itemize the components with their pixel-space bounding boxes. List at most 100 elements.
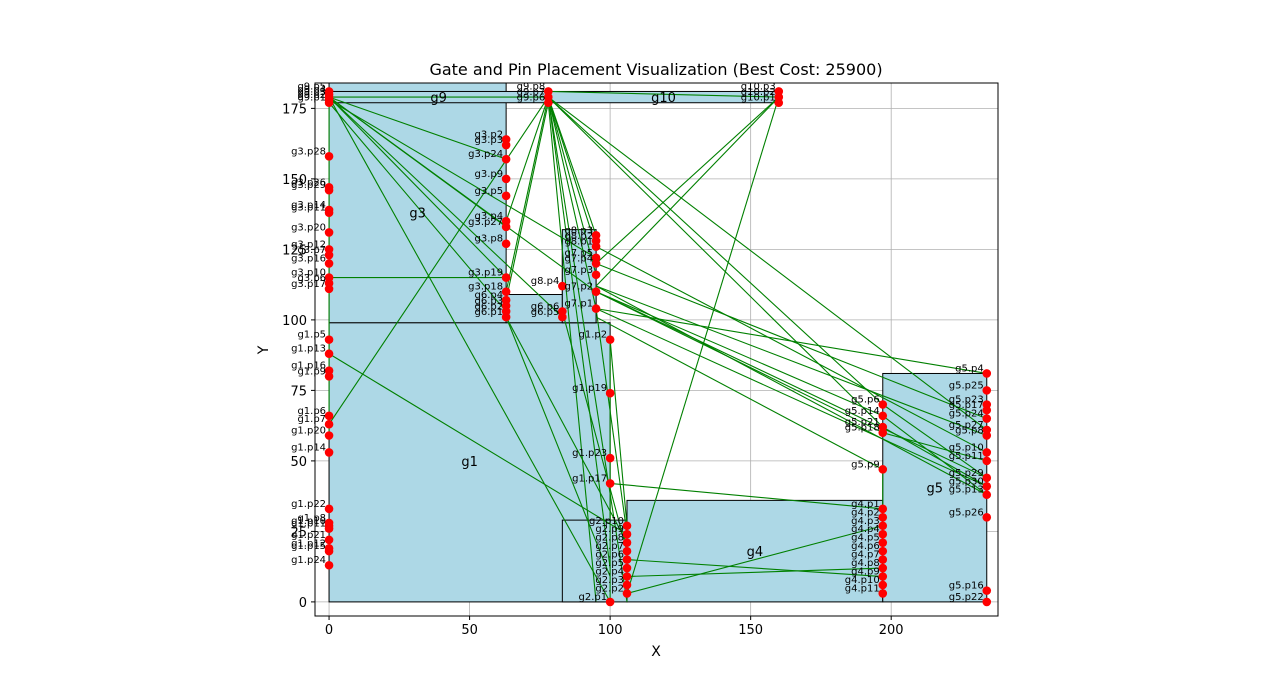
wire <box>626 567 883 578</box>
pin-label: g10.p2 <box>741 87 776 98</box>
pin-g1-p15 <box>324 546 334 556</box>
pin-label: g9.p4 <box>297 84 326 95</box>
wire <box>548 90 779 98</box>
gate-label: g5 <box>926 482 943 497</box>
gate-label: g1 <box>461 455 478 470</box>
pin-label: g2.p9 <box>595 524 624 535</box>
pin-g5-p29 <box>982 473 992 483</box>
pin-g1-p20 <box>324 431 334 440</box>
wire <box>328 96 507 160</box>
pin-label: g1.p17 <box>572 473 607 484</box>
pins-layer <box>324 87 992 607</box>
pin-label: g3.p12 <box>291 239 326 250</box>
pin-label: g2.p8 <box>595 533 624 544</box>
gate-g3 <box>328 82 507 324</box>
pin-label: g1.p13 <box>291 344 326 355</box>
pin-g5-p6 <box>878 400 888 409</box>
pin-g4-p4 <box>878 529 888 539</box>
pin-label: g4.p3 <box>851 516 880 527</box>
pin-g4-p11 <box>878 589 888 598</box>
pin-label: g5.p29 <box>949 468 984 479</box>
pin-label: g5.p8 <box>955 426 984 437</box>
wire <box>595 96 780 287</box>
pin-label: g9.p1 <box>297 93 326 104</box>
pin-g4-p9 <box>878 572 888 581</box>
wire <box>547 96 884 428</box>
y-axis-label: Y <box>256 345 272 355</box>
pin-label: g3.p29 <box>291 180 326 191</box>
pin-g3-p5 <box>501 191 511 201</box>
pin-label: g3.p9 <box>475 169 504 180</box>
pin-label: g9.p6 <box>517 93 546 104</box>
pin-g7-p5 <box>591 253 601 263</box>
pin-label: g5.p23 <box>949 394 984 405</box>
pin-g1-p17 <box>605 479 615 488</box>
pin-g2-p8 <box>622 538 632 547</box>
wire <box>595 316 884 470</box>
labels-layer: g1.p2g1.p5g1.p6g1.p7g1.p8g1.p9g1.p10g1.p… <box>291 81 984 602</box>
pin-g3-p9 <box>501 174 511 184</box>
pin-label: g3.p20 <box>291 222 326 233</box>
wire <box>547 96 988 431</box>
pin-g7-p1 <box>591 304 601 313</box>
pin-g5-p16 <box>982 586 992 595</box>
wire <box>505 316 611 577</box>
pin-label: g6.p6 <box>531 301 560 312</box>
pin-label: g4.p6 <box>851 541 880 552</box>
pin-label: g1.p16 <box>291 361 326 372</box>
pin-g1-p14 <box>324 448 334 457</box>
wire <box>595 291 883 417</box>
pin-g4-p7 <box>878 555 888 564</box>
pin-label: g2.p3 <box>595 575 624 586</box>
pin-g8-p4 <box>558 281 567 291</box>
pin-label: g1.p9 <box>297 366 326 377</box>
wire <box>626 559 883 578</box>
wire <box>547 96 597 247</box>
pin-label: g3.p3 <box>475 135 504 146</box>
pin-label: g7.p4 <box>564 253 593 264</box>
pin-label: g6.p1 <box>475 307 504 318</box>
pin-label: g8.p4 <box>531 276 560 287</box>
pin-label: g1.p11 <box>291 519 326 530</box>
pin-g1-p23 <box>605 453 615 463</box>
pin-label: g1.p23 <box>572 448 607 459</box>
pin-g3-p14 <box>324 205 334 215</box>
pin-label: g1.p6 <box>297 406 326 417</box>
y-tick-label: 50 <box>290 455 307 470</box>
pin-label: g4.p10 <box>845 575 880 586</box>
wire <box>328 96 563 318</box>
pin-g1-p5 <box>324 335 334 344</box>
pin-g2-p6 <box>622 555 632 564</box>
pin-label: g3.p4 <box>475 211 504 222</box>
pin-label: g6.p3 <box>475 296 504 307</box>
pin-g2-p10 <box>622 521 632 531</box>
chart-title: Gate and Pin Placement Visualization (Be… <box>429 60 882 79</box>
pin-label: g2.p7 <box>595 541 624 552</box>
pin-label: g9.p2 <box>297 90 326 101</box>
pin-g1-p21 <box>324 535 334 545</box>
ticks-layer: 0 50 100 150 200 0 25 50 75 100 125 150 175 <box>282 102 903 638</box>
pin-label: g3.p5 <box>475 186 504 197</box>
pin-label: g3.p28 <box>291 146 326 157</box>
pin-label: g1.p20 <box>291 426 326 437</box>
pin-label: g9.p8 <box>517 81 546 92</box>
pin-label: g3.p2 <box>475 129 504 140</box>
pin-g4-p2 <box>878 512 888 522</box>
wire <box>328 96 611 603</box>
pin-label: g4.p9 <box>851 567 880 578</box>
pin-g5-p23 <box>982 400 992 409</box>
pin-g3-p8 <box>501 239 511 249</box>
wire <box>882 432 987 462</box>
pin-label: g1.p14 <box>291 442 326 453</box>
pin-label: g2.p5 <box>595 558 624 569</box>
pin-g3-p28 <box>324 152 334 161</box>
wire <box>595 308 987 487</box>
pin-g1-p24 <box>324 560 334 570</box>
pin-label: g7.p2 <box>564 282 593 293</box>
pin-g5-p26 <box>982 512 992 522</box>
pin-label: g8.p1 <box>564 237 593 248</box>
wire <box>547 96 884 405</box>
pin-g3-p24 <box>501 154 511 164</box>
pin-g2-p4 <box>622 572 632 581</box>
pin-label: g3.p27 <box>468 217 503 228</box>
